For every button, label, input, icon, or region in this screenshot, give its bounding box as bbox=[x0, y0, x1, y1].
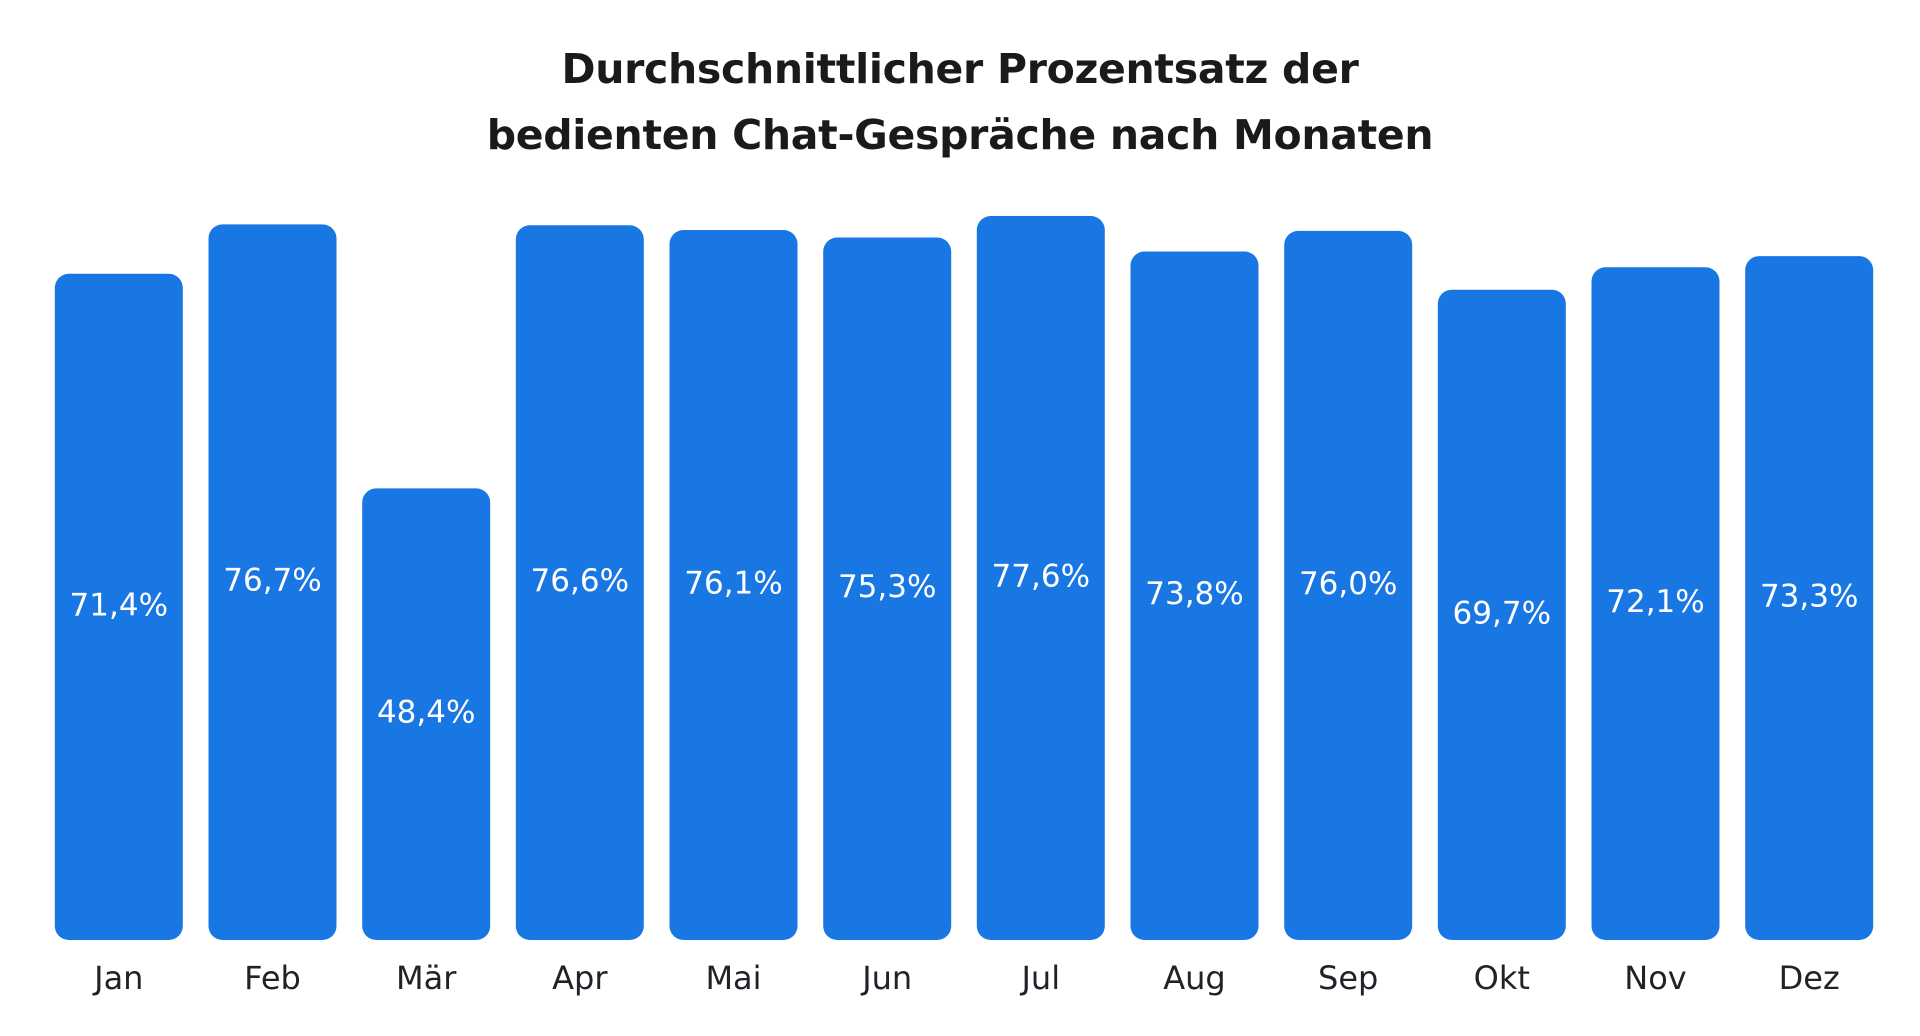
bar-10 bbox=[1591, 267, 1720, 940]
x-tick-label-4: Mai bbox=[705, 959, 761, 997]
bar-9 bbox=[1437, 289, 1566, 940]
bar-8 bbox=[1284, 230, 1413, 940]
x-axis-tick-labels: Jan Feb Mär Apr Mai Jun Jul Aug Sep Okt Nov Dez bbox=[92, 959, 1840, 997]
x-tick-label-10: Nov bbox=[1624, 959, 1686, 997]
bar-value-label-11: 73,3% bbox=[1760, 579, 1858, 615]
bar-value-label-10: 72,1% bbox=[1606, 584, 1704, 620]
chart-title: Durchschnittlicher Prozentsatz der bedie… bbox=[0, 36, 1920, 168]
x-tick-label-7: Aug bbox=[1163, 959, 1225, 997]
bar-7 bbox=[1130, 251, 1259, 940]
bar-value-label-3: 76,6% bbox=[531, 563, 629, 599]
bar-value-label-8: 76,0% bbox=[1299, 566, 1397, 602]
x-tick-label-5: Jun bbox=[860, 959, 912, 997]
x-tick-label-3: Apr bbox=[552, 959, 608, 997]
x-tick-label-9: Okt bbox=[1474, 959, 1530, 997]
bar-0 bbox=[54, 273, 183, 940]
bar-6 bbox=[976, 216, 1105, 940]
x-tick-label-11: Dez bbox=[1779, 959, 1840, 997]
chart-title-line-1: Durchschnittlicher Prozentsatz der bbox=[561, 45, 1359, 93]
bar-group bbox=[54, 216, 1874, 941]
x-tick-label-2: Mär bbox=[396, 959, 457, 997]
chart-title-line-2: bedienten Chat-Gespräche nach Monaten bbox=[486, 111, 1434, 159]
bar-value-label-7: 73,8% bbox=[1145, 576, 1243, 612]
x-tick-label-0: Jan bbox=[92, 959, 143, 997]
bar-value-label-0: 71,4% bbox=[70, 587, 168, 623]
x-tick-label-1: Feb bbox=[244, 959, 301, 997]
bar-value-label-4: 76,1% bbox=[684, 566, 782, 602]
bar-3 bbox=[515, 225, 644, 941]
bar-value-label-9: 69,7% bbox=[1453, 595, 1551, 631]
bar-1 bbox=[208, 224, 337, 940]
bar-value-label-1: 76,7% bbox=[223, 563, 321, 599]
bar-value-label-2: 48,4% bbox=[377, 695, 475, 731]
value-label-group: 71,4% 76,7% 48,4% 76,6% 76,1% 75,3% 77,6% 73,8%… bbox=[70, 559, 1859, 731]
bar-11 bbox=[1745, 256, 1874, 941]
bar-4 bbox=[669, 230, 798, 940]
x-tick-label-8: Sep bbox=[1318, 959, 1378, 997]
bar-5 bbox=[823, 237, 952, 940]
bar-value-label-6: 77,6% bbox=[992, 559, 1090, 595]
x-tick-label-6: Jul bbox=[1019, 959, 1060, 997]
bar-2 bbox=[362, 488, 491, 940]
bar-value-label-5: 75,3% bbox=[838, 569, 936, 605]
